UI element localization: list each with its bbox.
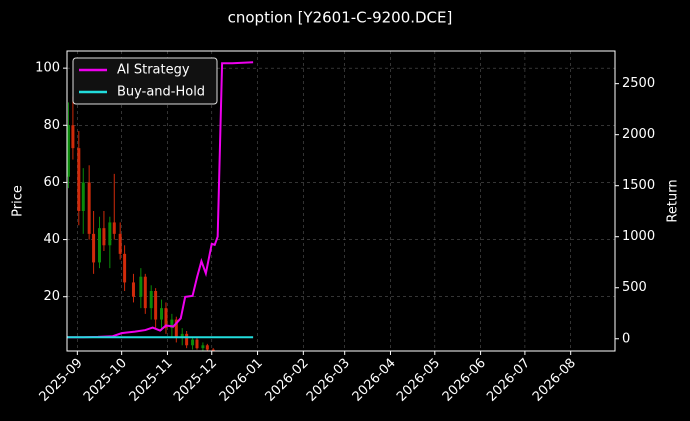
candle-body — [191, 339, 195, 346]
x-tick-label: 2025-11 — [127, 356, 176, 405]
chart-title: cnoption [Y2601-C-9200.DCE] — [228, 9, 453, 27]
candle-body — [97, 228, 101, 263]
candle-body — [87, 182, 91, 234]
y2-tick-label: 2500 — [622, 76, 655, 91]
series-line — [67, 61, 254, 339]
legend-label: AI Strategy — [117, 63, 190, 78]
x-tick-label: 2025-12 — [171, 356, 220, 405]
candle-body — [180, 333, 184, 337]
x-tick-label: 2026-03 — [304, 356, 353, 405]
candle-body — [195, 339, 199, 349]
y2-tick-label: 0 — [622, 331, 630, 346]
candle-body — [108, 222, 112, 246]
legend-label: Buy-and-Hold — [117, 85, 205, 100]
candle-body — [174, 319, 178, 337]
candle-body — [131, 282, 135, 297]
x-tick-label: 2026-05 — [394, 356, 443, 405]
y2-tick-label: 2000 — [622, 127, 655, 142]
candle-body — [81, 182, 85, 211]
x-tick-label: 2026-01 — [217, 356, 266, 405]
candle-body — [102, 228, 106, 246]
plot-area — [67, 61, 254, 351]
y2-tick-label: 500 — [622, 280, 647, 295]
y-tick-label: 20 — [43, 289, 60, 304]
y-tick-label: 100 — [35, 61, 60, 76]
y2-axis-label: Return — [666, 179, 681, 222]
x-tick-label: 2025-09 — [37, 356, 86, 405]
candle-body — [67, 125, 70, 177]
candle-body — [205, 345, 209, 350]
candle-body — [139, 276, 143, 297]
candle-body — [164, 308, 168, 329]
x-tick-label: 2025-10 — [81, 356, 130, 405]
plot-frame — [66, 50, 616, 352]
legend-box — [72, 57, 218, 105]
candle-body — [112, 222, 116, 234]
y-axis-label: Price — [11, 185, 26, 217]
x-tick-label: 2026-02 — [263, 356, 312, 405]
candle-body — [92, 233, 96, 263]
x-tick-label: 2026-06 — [440, 356, 489, 405]
candle-body — [170, 319, 174, 329]
y-tick-label: 60 — [43, 175, 60, 190]
y2-tick-label: 1000 — [622, 229, 655, 244]
candle-body — [160, 308, 164, 320]
candle-body — [154, 291, 158, 320]
y-tick-label: 40 — [43, 232, 60, 247]
y-tick-label: 80 — [43, 118, 60, 133]
candle-body — [201, 345, 205, 349]
x-tick-label: 2026-08 — [530, 356, 579, 405]
candle-body — [211, 349, 215, 351]
candle-body — [185, 333, 189, 346]
candle-body — [149, 291, 153, 309]
candle-body — [118, 233, 122, 254]
x-tick-label: 2026-07 — [484, 356, 533, 405]
x-tick-label: 2026-04 — [350, 356, 399, 405]
candle-body — [123, 253, 127, 283]
candle-body — [143, 276, 147, 309]
candle-body — [71, 125, 75, 149]
y2-tick-label: 1500 — [622, 178, 655, 193]
candle-body — [77, 148, 81, 211]
